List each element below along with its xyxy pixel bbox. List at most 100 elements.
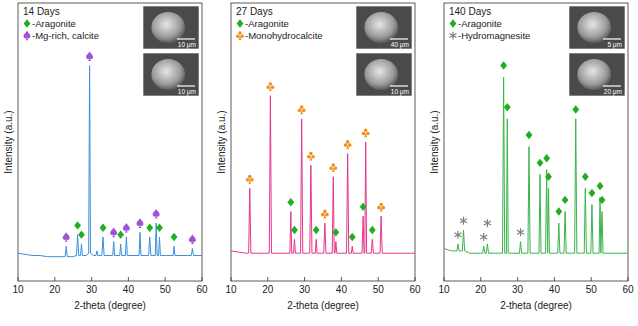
phase-marker: [572, 105, 579, 113]
sem-inset: 10 μm: [143, 53, 199, 96]
legend-symbol: [450, 32, 457, 40]
sem-image: [569, 53, 625, 96]
scale-bar: [177, 38, 195, 39]
plot-frame: [444, 3, 628, 281]
sem-image: [569, 6, 625, 49]
phase-marker: [100, 224, 107, 232]
x-tick: [18, 277, 19, 281]
phase-marker: [484, 219, 491, 227]
phase-marker: [526, 131, 533, 139]
legend-symbol: [24, 19, 31, 27]
phase-marker: [454, 231, 461, 239]
phase-marker: [344, 140, 352, 149]
phase-marker: [117, 230, 124, 238]
phase-marker: [480, 233, 487, 241]
legend-label: -Mg-rich, calcite: [32, 30, 99, 41]
scale-bar: [390, 85, 408, 86]
x-tick: [341, 277, 342, 281]
sem-inset: 20 μm: [569, 53, 625, 96]
y-axis-label: Intensity (a.u.): [3, 110, 14, 173]
sem-particle: [151, 59, 185, 90]
phase-marker: [537, 159, 544, 167]
legend-label: -Monohydrocalcite: [245, 30, 323, 41]
scale-bar: [603, 38, 621, 39]
phase-marker: [74, 221, 81, 229]
figure: 10 20 30 40 50 60 2-theta (degree) Intensity (a…: [0, 0, 638, 326]
x-tick: [591, 277, 592, 281]
phase-marker: [332, 228, 339, 236]
x-tick: [128, 277, 129, 281]
panel: 1020304050602-theta (degree)Intensity (a…: [3, 3, 208, 311]
phase-marker: [307, 152, 315, 161]
y-axis-label: Intensity (a.u.): [429, 110, 440, 173]
phase-marker: [246, 175, 254, 184]
sem-inset: 40 μm: [356, 6, 412, 49]
sem-particle: [577, 59, 611, 90]
xrd-trace: [444, 77, 628, 253]
sem-inset: 5 μm: [569, 6, 625, 49]
phase-marker: [146, 224, 153, 232]
x-tick: [231, 277, 232, 281]
scale-bar-label: 10 μm: [391, 88, 409, 96]
phase-marker: [599, 196, 606, 204]
x-tick: [91, 277, 92, 281]
scale-bar-label: 10 μm: [178, 88, 196, 96]
legend-item: -Mg-rich, calcite: [24, 30, 100, 41]
phase-marker: [582, 173, 589, 181]
x-tick-label: 30: [86, 284, 98, 295]
phase-marker: [123, 223, 130, 233]
sem-image: [356, 53, 412, 96]
plot-frame: [18, 3, 202, 281]
phase-marker: [460, 217, 467, 225]
x-tick-label: 30: [299, 284, 311, 295]
phase-marker: [362, 129, 370, 138]
phase-marker: [543, 154, 550, 162]
panel: 1020304050602-theta (degree)Intensity (a…: [216, 3, 421, 311]
x-tick: [415, 277, 416, 281]
phase-marker: [63, 232, 70, 242]
phase-marker: [171, 233, 178, 241]
sem-inset: 10 μm: [356, 53, 412, 96]
scale-bar-label: 20 μm: [604, 88, 622, 96]
x-tick-label: 40: [549, 284, 561, 295]
phase-marker: [377, 203, 385, 212]
sem-particle: [151, 12, 185, 43]
xrd-trace: [231, 96, 415, 254]
phase-marker: [597, 182, 604, 190]
scale-bar: [603, 85, 621, 86]
phase-marker: [153, 209, 160, 219]
phase-marker: [589, 189, 596, 197]
legend-item: -Monohydrocalcite: [236, 30, 323, 41]
chart-title: 14 Days: [23, 6, 60, 17]
x-tick: [554, 277, 555, 281]
phase-marker: [78, 230, 85, 238]
scale-bar: [390, 38, 408, 39]
sem-particle: [364, 59, 398, 90]
phase-marker: [110, 228, 117, 238]
x-tick: [304, 277, 305, 281]
x-tick-label: 40: [336, 284, 348, 295]
sem-image: [356, 6, 412, 49]
x-tick-label: 20: [475, 284, 487, 295]
legend-label: -Aragonite: [458, 18, 502, 29]
sem-inset: 10 μm: [143, 6, 199, 49]
phase-marker: [291, 226, 298, 234]
chart-title: 27 Days: [236, 6, 273, 17]
x-tick: [54, 277, 55, 281]
x-tick: [480, 277, 481, 281]
x-tick-label: 10: [225, 284, 237, 295]
legend-item: -Aragonite: [24, 18, 76, 29]
x-tick-label: 50: [373, 284, 385, 295]
phase-marker: [329, 163, 337, 172]
x-tick-label: 60: [409, 284, 421, 295]
x-axis-label: 2-theta (degree): [500, 300, 572, 311]
legend-label: -Aragonite: [245, 18, 289, 29]
x-tick-label: 10: [438, 284, 450, 295]
x-tick-label: 50: [586, 284, 598, 295]
phase-marker: [189, 235, 196, 245]
phase-marker: [369, 226, 376, 234]
scale-bar-label: 40 μm: [391, 41, 409, 49]
sem-image: [143, 6, 199, 49]
x-tick-label: 60: [196, 284, 208, 295]
legend-item: -Aragonite: [237, 18, 289, 29]
